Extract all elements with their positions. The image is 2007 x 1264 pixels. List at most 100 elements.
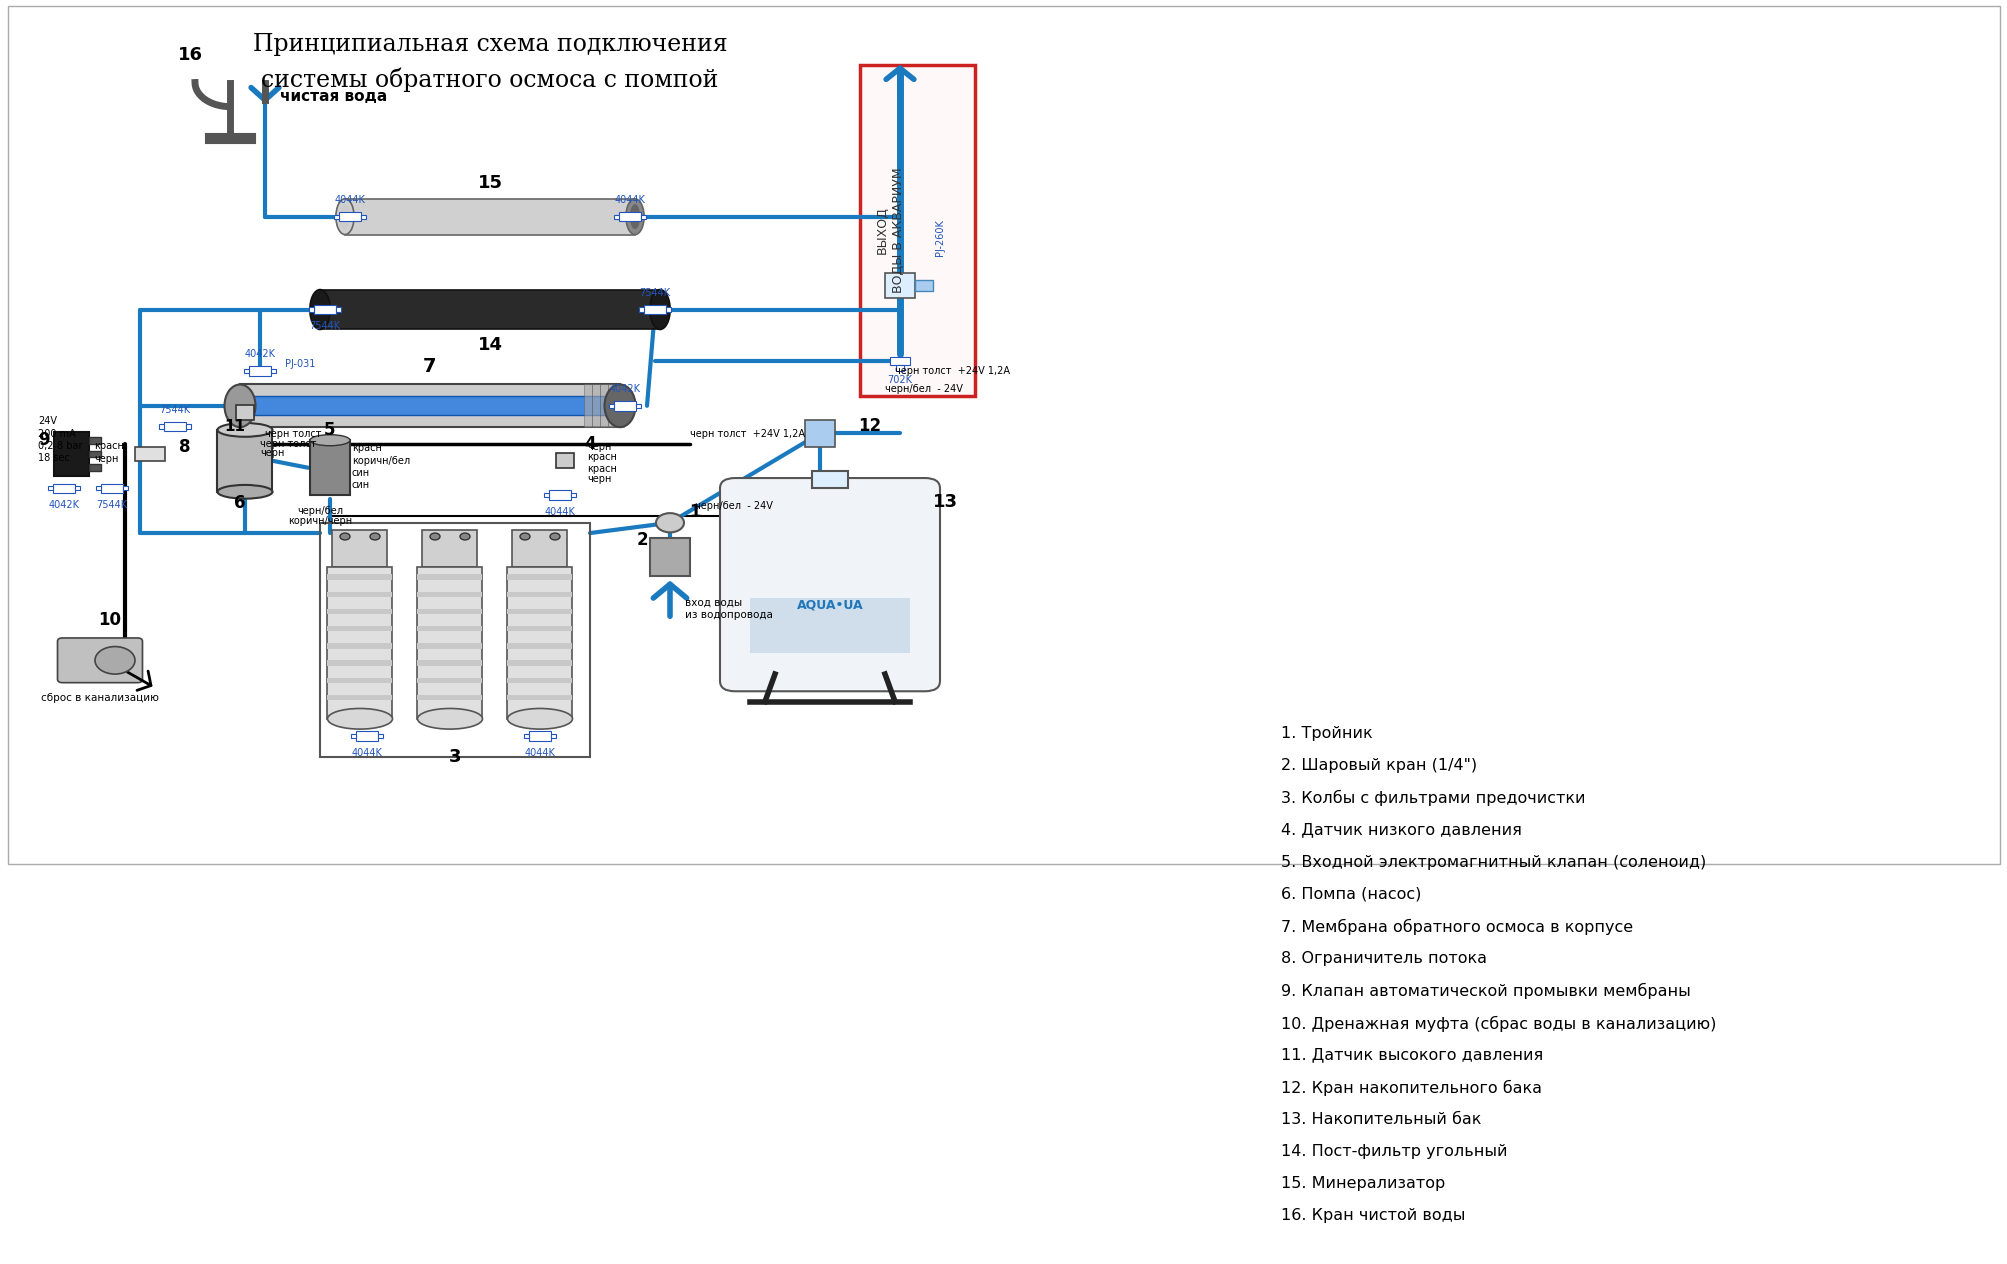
Bar <box>584 384 592 427</box>
Bar <box>217 430 273 492</box>
Text: 702K: 702K <box>887 375 911 384</box>
Bar <box>327 626 391 632</box>
Text: 1: 1 <box>688 503 700 522</box>
Text: черн/бел  - 24V: черн/бел - 24V <box>694 501 773 511</box>
Text: 11. Датчик высокого давления: 11. Датчик высокого давления <box>1280 1048 1543 1063</box>
Text: коричн/черн: коричн/черн <box>287 516 351 526</box>
Text: чистая вода: чистая вода <box>279 88 387 104</box>
Bar <box>811 471 847 488</box>
Text: 8: 8 <box>179 439 191 456</box>
Bar <box>417 626 482 632</box>
Ellipse shape <box>217 423 273 437</box>
Bar <box>608 384 616 427</box>
Text: AQUA•UA: AQUA•UA <box>797 599 863 612</box>
Ellipse shape <box>309 289 329 330</box>
Bar <box>271 369 275 373</box>
Circle shape <box>429 533 440 540</box>
Bar <box>159 425 165 428</box>
Text: 3: 3 <box>448 747 462 766</box>
Bar <box>187 425 191 428</box>
Bar <box>165 422 187 431</box>
Text: 7: 7 <box>423 358 438 377</box>
Bar <box>636 403 640 408</box>
Bar <box>90 437 102 444</box>
Bar <box>417 660 482 666</box>
Text: 4044K: 4044K <box>524 748 556 757</box>
FancyBboxPatch shape <box>721 478 939 691</box>
Bar <box>508 626 572 632</box>
Text: 9. Клапан автоматической промывки мембраны: 9. Клапан автоматической промывки мембра… <box>1280 983 1690 1000</box>
Text: черн: черн <box>586 474 610 484</box>
Bar <box>915 279 933 291</box>
Text: 9: 9 <box>38 431 50 449</box>
Text: красн: красн <box>94 441 124 451</box>
Bar <box>512 530 568 568</box>
Bar <box>327 568 391 719</box>
Text: черн: черн <box>259 449 285 459</box>
Bar <box>550 734 556 738</box>
Text: 4044K: 4044K <box>351 748 381 757</box>
Circle shape <box>369 533 379 540</box>
Text: 2: 2 <box>636 531 648 549</box>
Text: 14. Пост-фильтр угольный: 14. Пост-фильтр угольный <box>1280 1144 1507 1159</box>
Bar <box>249 365 271 375</box>
Text: 4. Датчик низкого давления: 4. Датчик низкого давления <box>1280 823 1521 838</box>
Bar <box>335 307 341 312</box>
Bar <box>90 464 102 471</box>
Text: красн: красн <box>351 444 381 454</box>
Text: 5: 5 <box>323 421 335 439</box>
Bar <box>508 643 572 648</box>
Bar <box>508 568 572 719</box>
Bar <box>327 592 391 597</box>
Ellipse shape <box>417 708 482 729</box>
Bar <box>52 484 74 493</box>
Text: 13: 13 <box>931 493 957 511</box>
Bar <box>421 530 478 568</box>
Text: черн: черн <box>94 455 118 464</box>
Text: син: син <box>351 468 369 478</box>
Bar <box>508 574 572 580</box>
Bar <box>309 307 313 312</box>
Bar <box>377 734 383 738</box>
Ellipse shape <box>604 384 634 427</box>
Text: ВЫХОД
ВОДЫ В АКВАРИУМ: ВЫХОД ВОДЫ В АКВАРИУМ <box>875 168 903 293</box>
Text: 8. Ограничитель потока: 8. Ограничитель потока <box>1280 951 1487 966</box>
Ellipse shape <box>630 205 640 229</box>
Text: 14: 14 <box>478 336 502 354</box>
Bar <box>889 356 909 365</box>
Bar <box>249 396 612 416</box>
Bar <box>508 695 572 700</box>
Bar <box>241 384 620 427</box>
Circle shape <box>339 533 349 540</box>
Text: 6: 6 <box>235 494 245 512</box>
Text: 7544K: 7544K <box>96 501 128 511</box>
Bar <box>351 734 355 738</box>
Text: 4042K: 4042K <box>610 384 640 394</box>
Circle shape <box>520 533 530 540</box>
Bar <box>805 420 835 447</box>
Text: 7544K: 7544K <box>309 321 341 331</box>
Bar <box>556 454 574 469</box>
Text: 3. Колбы с фильтрами предочистки: 3. Колбы с фильтрами предочистки <box>1280 790 1586 806</box>
Text: 7. Мембрана обратного осмоса в корпусе: 7. Мембрана обратного осмоса в корпусе <box>1280 919 1632 935</box>
Bar <box>548 490 570 501</box>
Bar <box>508 609 572 614</box>
Text: 24V
200 mA
0,2-8 bar
18 sec: 24V 200 mA 0,2-8 bar 18 sec <box>38 416 82 464</box>
Bar <box>327 643 391 648</box>
Bar <box>90 450 102 458</box>
Text: черн толст: черн толст <box>265 428 321 439</box>
Bar <box>614 401 636 411</box>
Ellipse shape <box>508 708 572 729</box>
Text: PJ-031: PJ-031 <box>285 359 315 369</box>
Text: 12. Кран накопительного бака: 12. Кран накопительного бака <box>1280 1079 1541 1096</box>
Text: Принципиальная схема подключения
системы обратного осмоса с помпой: Принципиальная схема подключения системы… <box>253 33 727 92</box>
Bar <box>417 695 482 700</box>
Text: 4042K: 4042K <box>48 501 80 511</box>
Bar <box>333 530 387 568</box>
Text: 13. Накопительный бак: 13. Накопительный бак <box>1280 1112 1481 1127</box>
Text: 4: 4 <box>584 435 596 453</box>
Ellipse shape <box>339 205 349 229</box>
Bar <box>528 731 550 741</box>
Text: 12: 12 <box>859 417 881 436</box>
Text: PJ-260K: PJ-260K <box>935 219 945 255</box>
